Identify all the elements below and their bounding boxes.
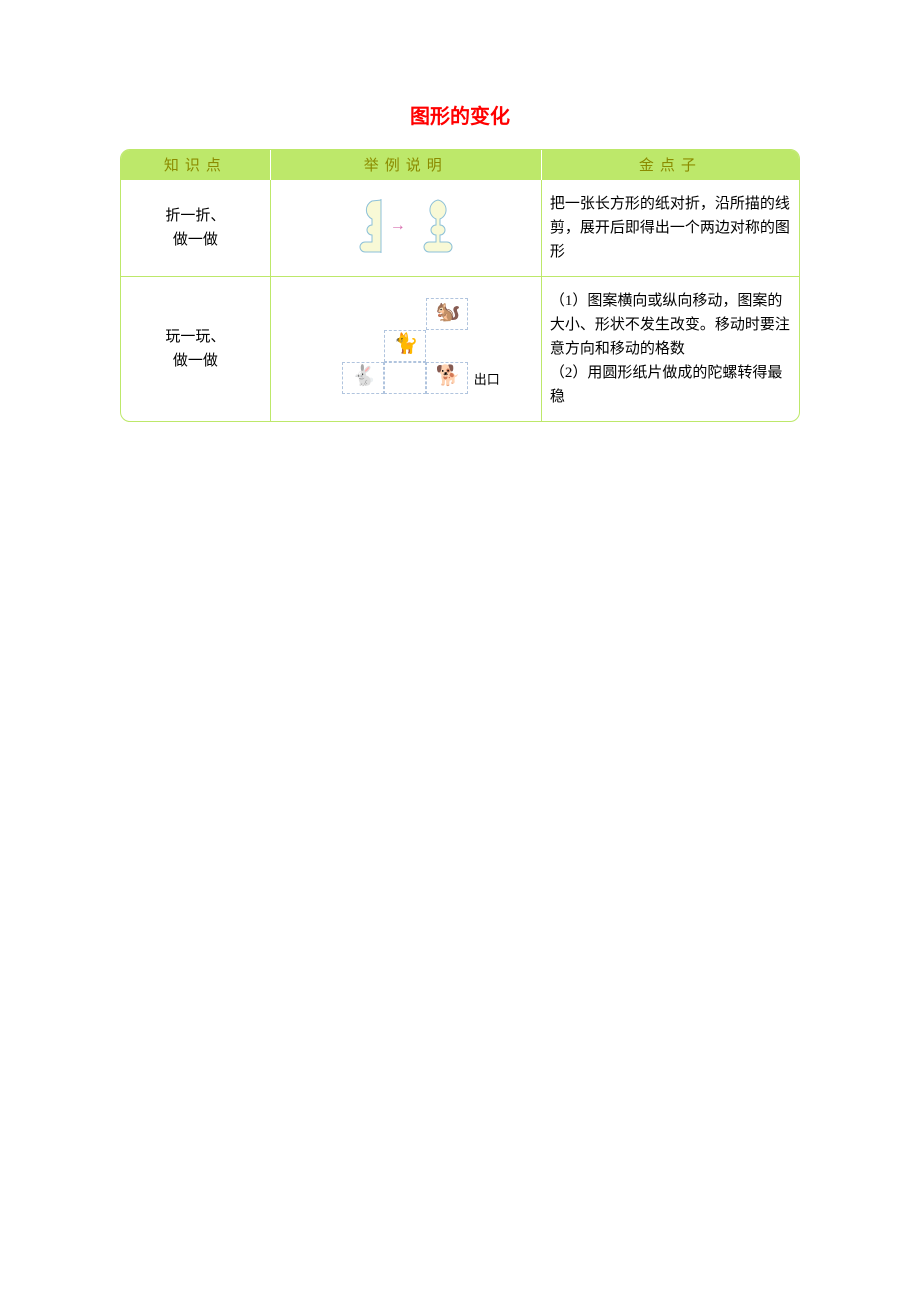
tip-text: 把一张长方形的纸对折，沿所描的线剪，展开后即得出一个两边对称的图形 xyxy=(550,196,790,260)
header-example: 举例说明 xyxy=(270,150,541,180)
knowledge-table: 知识点 举例说明 金点子 折一折、 做一做 xyxy=(120,149,800,422)
animal-icon: 🐈 xyxy=(394,334,419,354)
tip-cell: （1）图案横向或纵向移动，图案的大小、形状不发生改变。移动时要注意方向和移动的格… xyxy=(541,277,799,422)
table-row: 玩一玩、 做一做 🐿️ 🐈 🐇 🐕 出口 （1）图案横向或纵向移动，图案的大小、形状不… xyxy=(121,277,799,422)
animal-icon: 🐿️ xyxy=(436,302,461,322)
header-tip: 金点子 xyxy=(541,150,799,180)
example-cell: 🐿️ 🐈 🐇 🐕 出口 xyxy=(270,277,541,422)
knowledge-cell: 折一折、 做一做 xyxy=(121,180,270,277)
tip-cell: 把一张长方形的纸对折，沿所描的线剪，展开后即得出一个两边对称的图形 xyxy=(541,180,799,277)
animal-icon: 🐇 xyxy=(352,366,377,386)
exit-label: 出口 xyxy=(474,369,500,388)
tip-text: （1）图案横向或纵向移动，图案的大小、形状不发生改变。移动时要注意方向和移动的格… xyxy=(550,293,790,405)
table-row: 折一折、 做一做 → xyxy=(121,180,799,277)
page-title: 图形的变化 xyxy=(120,100,800,129)
knowledge-text: 折一折、 做一做 xyxy=(165,208,225,248)
half-shape-icon xyxy=(350,197,382,255)
animal-grid-illustration: 🐿️🐈🐇🐕 出口 xyxy=(342,298,470,396)
animal-icon: 🐕 xyxy=(436,366,461,386)
arrow-right-icon: → xyxy=(390,217,406,235)
knowledge-text: 玩一玩、 做一做 xyxy=(165,329,225,369)
knowledge-cell: 玩一玩、 做一做 xyxy=(121,277,270,422)
full-shape-icon xyxy=(414,197,462,255)
example-cell: → xyxy=(270,180,541,277)
fold-illustration: → xyxy=(350,197,462,255)
grid-cell xyxy=(384,362,426,394)
header-knowledge: 知识点 xyxy=(121,150,270,180)
